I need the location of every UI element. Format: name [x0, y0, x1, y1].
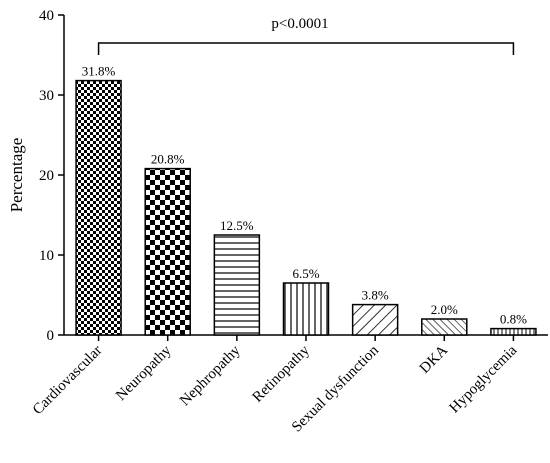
category-label: DKA	[417, 342, 451, 376]
bars-group	[75, 79, 537, 336]
category-labels-group: Cardiovascular Neuropathy Nephropathy Retin…	[30, 335, 520, 435]
category-label: Nephropathy	[177, 342, 244, 409]
data-label: 12.5%	[220, 218, 254, 233]
y-axis-label: Percentage	[7, 138, 26, 213]
data-label: 20.8%	[151, 152, 185, 167]
category-label: Retinopathy	[250, 342, 314, 406]
p-value-label: p<0.0001	[271, 16, 328, 32]
bar-nephropathy	[213, 234, 261, 336]
category-label: Neuropathy	[113, 342, 175, 404]
significance-annotation: p<0.0001	[97, 16, 515, 55]
bar-sexual-dysfunction	[351, 303, 399, 336]
bar-retinopathy	[282, 282, 330, 336]
category-label: Cardiovascular	[30, 343, 106, 419]
data-label: 6.5%	[292, 266, 319, 281]
data-label: 31.8%	[82, 64, 116, 79]
bar-dka	[421, 318, 468, 336]
data-label: 0.8%	[500, 312, 527, 327]
y-tick-label: 10	[39, 248, 54, 264]
significance-bracket	[97, 42, 515, 55]
data-labels-group: 31.8% 20.8% 12.5% 6.5% 3.8% 2.0% 0.8%	[82, 64, 527, 327]
y-tick-label: 40	[39, 8, 54, 24]
y-tick-label: 20	[39, 168, 54, 184]
category-label: Hypoglycemia	[446, 342, 520, 416]
bar-cardiovascular	[75, 79, 122, 336]
data-label: 2.0%	[431, 302, 458, 317]
bar-neuropathy	[144, 167, 191, 336]
data-label: 3.8%	[362, 288, 389, 303]
bar-hypoglycemia	[490, 327, 537, 336]
y-tick-label: 0	[47, 328, 55, 344]
y-tick-label: 30	[39, 88, 54, 104]
